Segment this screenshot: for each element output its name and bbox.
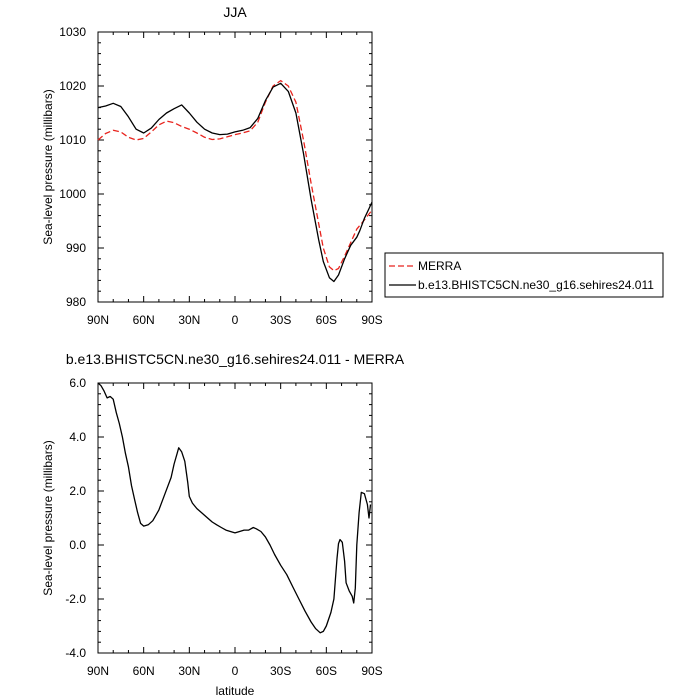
- bottom-y-tick-label: 0.0: [69, 538, 86, 552]
- top-y-tick-label: 1000: [59, 187, 86, 201]
- bottom-plot-xlabel: latitude: [216, 684, 255, 698]
- bottom-plot-lines: [97, 382, 372, 634]
- bottom-x-tick-label: 30S: [270, 664, 291, 678]
- top-y-tick-label: 980: [66, 295, 86, 309]
- top-plot-lines: [97, 79, 373, 283]
- top-plot: JJA 90N 60N 30N 0 30S 60S 90S 980 990 1000 1010 10…: [41, 4, 383, 327]
- top-y-tick-label: 1010: [59, 133, 86, 147]
- bottom-x-tick-label: 90S: [361, 664, 382, 678]
- top-x-tick-label: 0: [232, 313, 239, 327]
- top-y-ticks: 980 990 1000 1010 1020 1030: [59, 25, 372, 309]
- top-plot-ylabel: Sea-level pressure (millibars): [41, 89, 55, 244]
- bottom-x-tick-label: 60S: [316, 664, 337, 678]
- bottom-plot-ylabel: Sea-level pressure (millibars): [41, 440, 55, 595]
- top-x-tick-label: 60N: [133, 313, 155, 327]
- bottom-x-tick-label: 30N: [178, 664, 200, 678]
- top-plot-title: JJA: [223, 4, 247, 20]
- top-x-ticks: 90N 60N 30N 0 30S 60S 90S: [87, 32, 383, 327]
- top-y-tick-label: 1020: [59, 79, 86, 93]
- bottom-y-tick-label: -4.0: [65, 646, 86, 660]
- bottom-plot: b.e13.BHISTC5CN.ne30_g16.sehires24.011 -…: [41, 351, 405, 698]
- top-x-tick-label: 90S: [361, 313, 382, 327]
- bottom-y-tick-label: -2.0: [65, 592, 86, 606]
- top-y-tick-label: 990: [66, 241, 86, 255]
- bottom-plot-title: b.e13.BHISTC5CN.ne30_g16.sehires24.011 -…: [66, 351, 405, 367]
- bottom-y-tick-label: 6.0: [69, 376, 86, 390]
- top-x-tick-label: 90N: [87, 313, 109, 327]
- legend-box: [384, 252, 664, 298]
- legend-label-merra: MERRA: [418, 259, 461, 273]
- top-x-tick-label: 60S: [316, 313, 337, 327]
- bottom-y-ticks: -4.0 -2.0 0.0 2.0 4.0 6.0: [65, 376, 372, 660]
- bottom-series-line-0: [97, 382, 372, 634]
- bottom-x-tick-label: 0: [232, 664, 239, 678]
- bottom-x-tick-label: 90N: [87, 664, 109, 678]
- top-series-line-0: [97, 79, 373, 272]
- top-x-tick-label: 30N: [178, 313, 200, 327]
- top-x-tick-label: 30S: [270, 313, 291, 327]
- bottom-x-ticks: 90N 60N 30N 0 30S 60S 90S: [87, 383, 383, 678]
- bottom-x-tick-label: 60N: [133, 664, 155, 678]
- bottom-y-tick-label: 4.0: [69, 430, 86, 444]
- legend-label-model: b.e13.BHISTC5CN.ne30_g16.sehires24.011: [418, 278, 654, 292]
- top-plot-frame: [97, 31, 373, 303]
- top-series-line-1: [97, 82, 373, 283]
- legend: MERRA b.e13.BHISTC5CN.ne30_g16.sehires24…: [384, 252, 664, 298]
- bottom-y-tick-label: 2.0: [69, 484, 86, 498]
- top-y-tick-label: 1030: [59, 25, 86, 39]
